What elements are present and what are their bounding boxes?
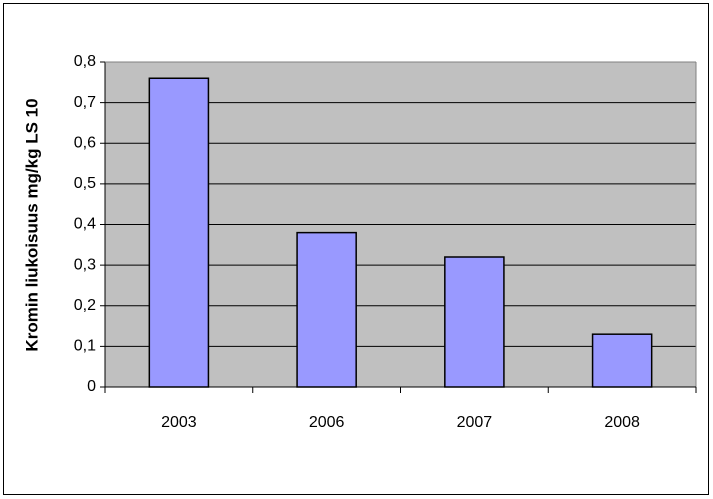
y-tick-label: 0 bbox=[87, 378, 96, 395]
y-tick-label: 0,4 bbox=[74, 216, 96, 233]
x-tick-label: 2003 bbox=[161, 414, 197, 431]
x-tick-label: 2008 bbox=[604, 414, 640, 431]
y-axis-title: Kromin liukoisuus mg/kg LS 10 bbox=[22, 98, 41, 351]
y-tick-label: 0,3 bbox=[74, 256, 96, 273]
y-tick-label: 0,2 bbox=[74, 297, 96, 314]
y-tick-label: 0,5 bbox=[74, 175, 96, 192]
bar bbox=[444, 256, 505, 388]
x-tick-label: 2006 bbox=[309, 414, 345, 431]
bar bbox=[296, 231, 357, 388]
y-tick-label: 0,1 bbox=[74, 338, 96, 355]
y-tick-label: 0,7 bbox=[74, 94, 96, 111]
y-tick-label: 0,8 bbox=[74, 53, 96, 70]
x-tick-label: 2007 bbox=[457, 414, 493, 431]
bar bbox=[591, 333, 653, 388]
bar bbox=[148, 77, 210, 388]
y-tick-label: 0,6 bbox=[74, 134, 96, 151]
